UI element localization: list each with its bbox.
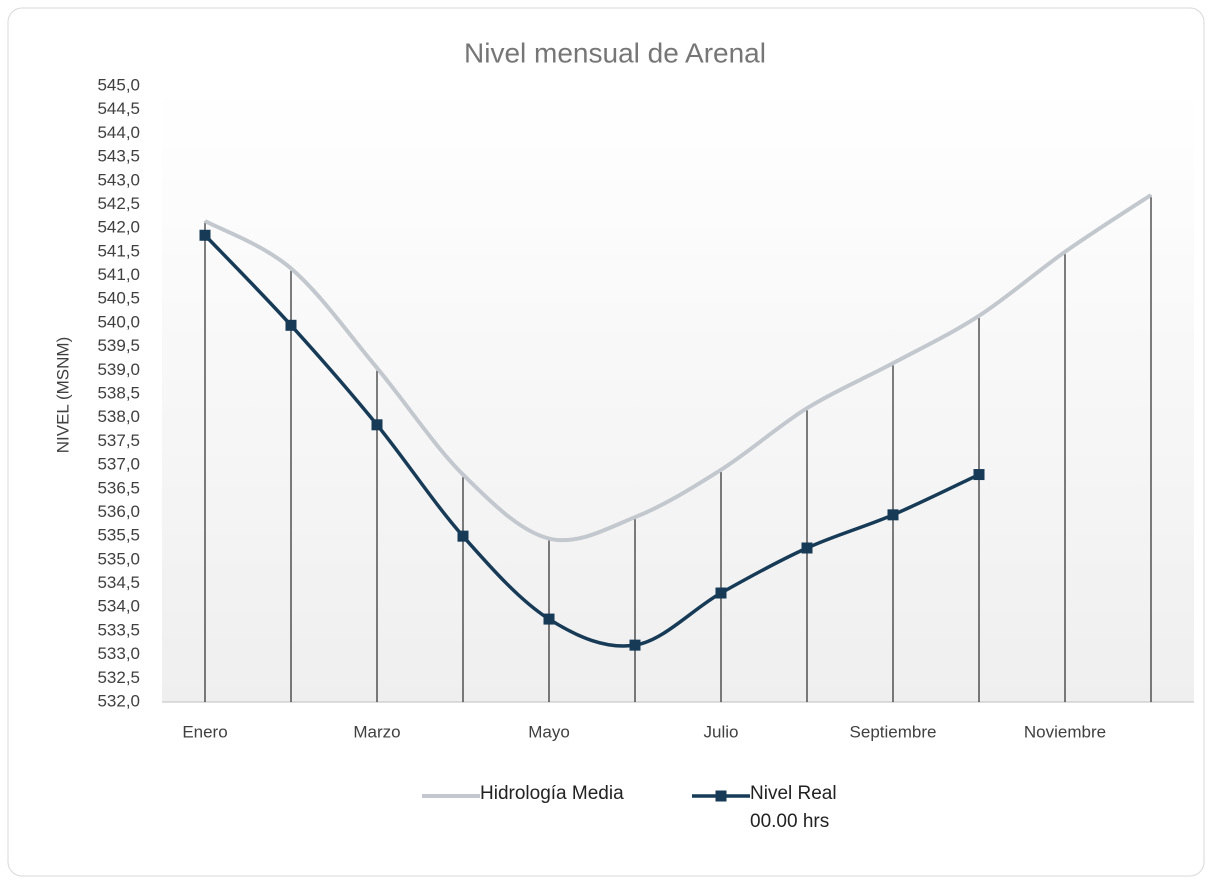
y-tick-label: 539,5	[97, 336, 140, 355]
series-line	[203, 234, 980, 648]
x-tick-label: Mayo	[528, 722, 570, 741]
x-tick-label: Julio	[704, 722, 739, 741]
marker	[285, 319, 297, 331]
y-tick-label: 541,5	[97, 241, 140, 260]
legend-key	[422, 794, 480, 798]
y-axis-title: NIVEL (MSNM)	[53, 337, 72, 454]
y-tick-label: 537,5	[97, 431, 140, 450]
y-tick-label: 536,5	[97, 478, 140, 497]
legend-label: Nivel Real 00.00 hrs	[750, 783, 837, 832]
series-line	[204, 193, 1153, 543]
y-tick-label: 536,0	[97, 502, 140, 521]
x-tick-label: Marzo	[353, 722, 400, 741]
chart-title: Nivel mensual de Arenal	[464, 37, 766, 68]
x-tick-label: Enero	[182, 722, 227, 741]
y-tick-label: 534,5	[97, 573, 140, 592]
y-tick-label: 545,0	[97, 75, 140, 94]
marker	[543, 613, 555, 625]
y-tick-label: 539,0	[97, 360, 140, 379]
marker	[715, 587, 727, 599]
legend-label: Hidrología Media	[480, 783, 624, 804]
y-tick-label: 535,5	[97, 526, 140, 545]
marker	[629, 639, 641, 651]
y-tick-label: 534,0	[97, 597, 140, 616]
marker	[973, 469, 985, 481]
marker	[371, 419, 383, 431]
x-tick-label: Noviembre	[1024, 722, 1106, 741]
marker	[887, 509, 899, 521]
y-tick-label: 541,0	[97, 265, 140, 284]
y-tick-label: 538,5	[97, 383, 140, 402]
y-tick-label: 533,5	[97, 620, 140, 639]
y-tick-label: 543,5	[97, 147, 140, 166]
marker	[199, 229, 211, 241]
y-tick-label: 535,0	[97, 549, 140, 568]
y-tick-label: 542,5	[97, 194, 140, 213]
y-tick-label: 544,5	[97, 99, 140, 118]
y-tick-label: 543,0	[97, 170, 140, 189]
x-tick-label: Septiembre	[850, 722, 937, 741]
y-tick-label: 540,0	[97, 312, 140, 331]
y-tick-label: 532,0	[97, 691, 140, 710]
legend-key	[692, 790, 750, 802]
y-tick-label: 532,5	[97, 668, 140, 687]
y-tick-label: 538,0	[97, 407, 140, 426]
y-tick-label: 537,0	[97, 455, 140, 474]
y-tick-label: 544,0	[97, 123, 140, 142]
y-tick-label: 542,0	[97, 218, 140, 237]
marker	[801, 542, 813, 554]
plot-area	[162, 86, 1194, 702]
legend-marker	[715, 790, 727, 802]
marker	[457, 530, 469, 542]
y-tick-label: 533,0	[97, 644, 140, 663]
y-tick-label: 540,5	[97, 289, 140, 308]
